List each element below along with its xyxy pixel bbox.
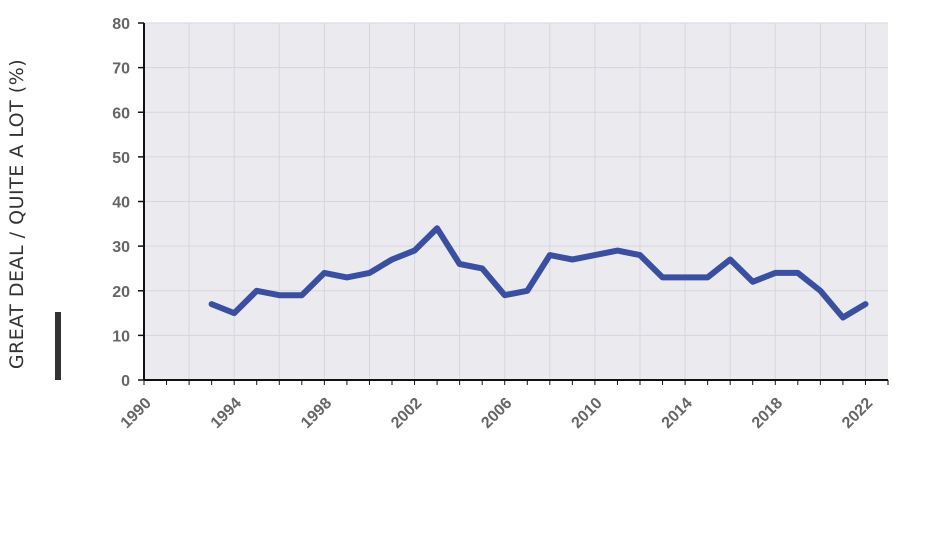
x-tick-label: 2022	[839, 395, 876, 432]
grid-lines	[144, 22, 888, 380]
y-tick-label: 50	[112, 150, 130, 167]
y-tick-label: 60	[112, 105, 130, 122]
x-tick-label: 1994	[208, 395, 245, 432]
x-tick-label: 2018	[749, 395, 786, 432]
y-tick-label: 0	[121, 373, 130, 390]
x-tick-label: 2002	[388, 395, 425, 432]
y-axis-label: GREAT DEAL / QUITE A LOT (%)	[6, 59, 28, 369]
y-tick-label: 30	[112, 239, 130, 256]
x-tick-label: 1998	[298, 395, 335, 432]
x-tick-label: 1990	[118, 395, 155, 432]
x-tick-label: 2006	[478, 395, 515, 432]
y-tick-label: 70	[112, 61, 130, 78]
x-tick-label: 2014	[659, 395, 696, 432]
y-tick-label: 20	[112, 284, 130, 301]
series-marker-bar	[55, 312, 61, 380]
y-tick-label: 40	[112, 195, 130, 212]
series-group	[208, 225, 869, 321]
y-tick-label: 10	[112, 328, 130, 345]
series-line	[208, 225, 869, 321]
y-tick-label: 80	[112, 16, 130, 33]
x-tick-label: 2010	[569, 395, 606, 432]
y-axis-ticks: 0 10 20 30 40 50 60 70 80	[112, 16, 144, 390]
x-axis-ticks: 1990 1994 1998 2002 2006 2010 2014 2018 2022	[118, 380, 889, 432]
